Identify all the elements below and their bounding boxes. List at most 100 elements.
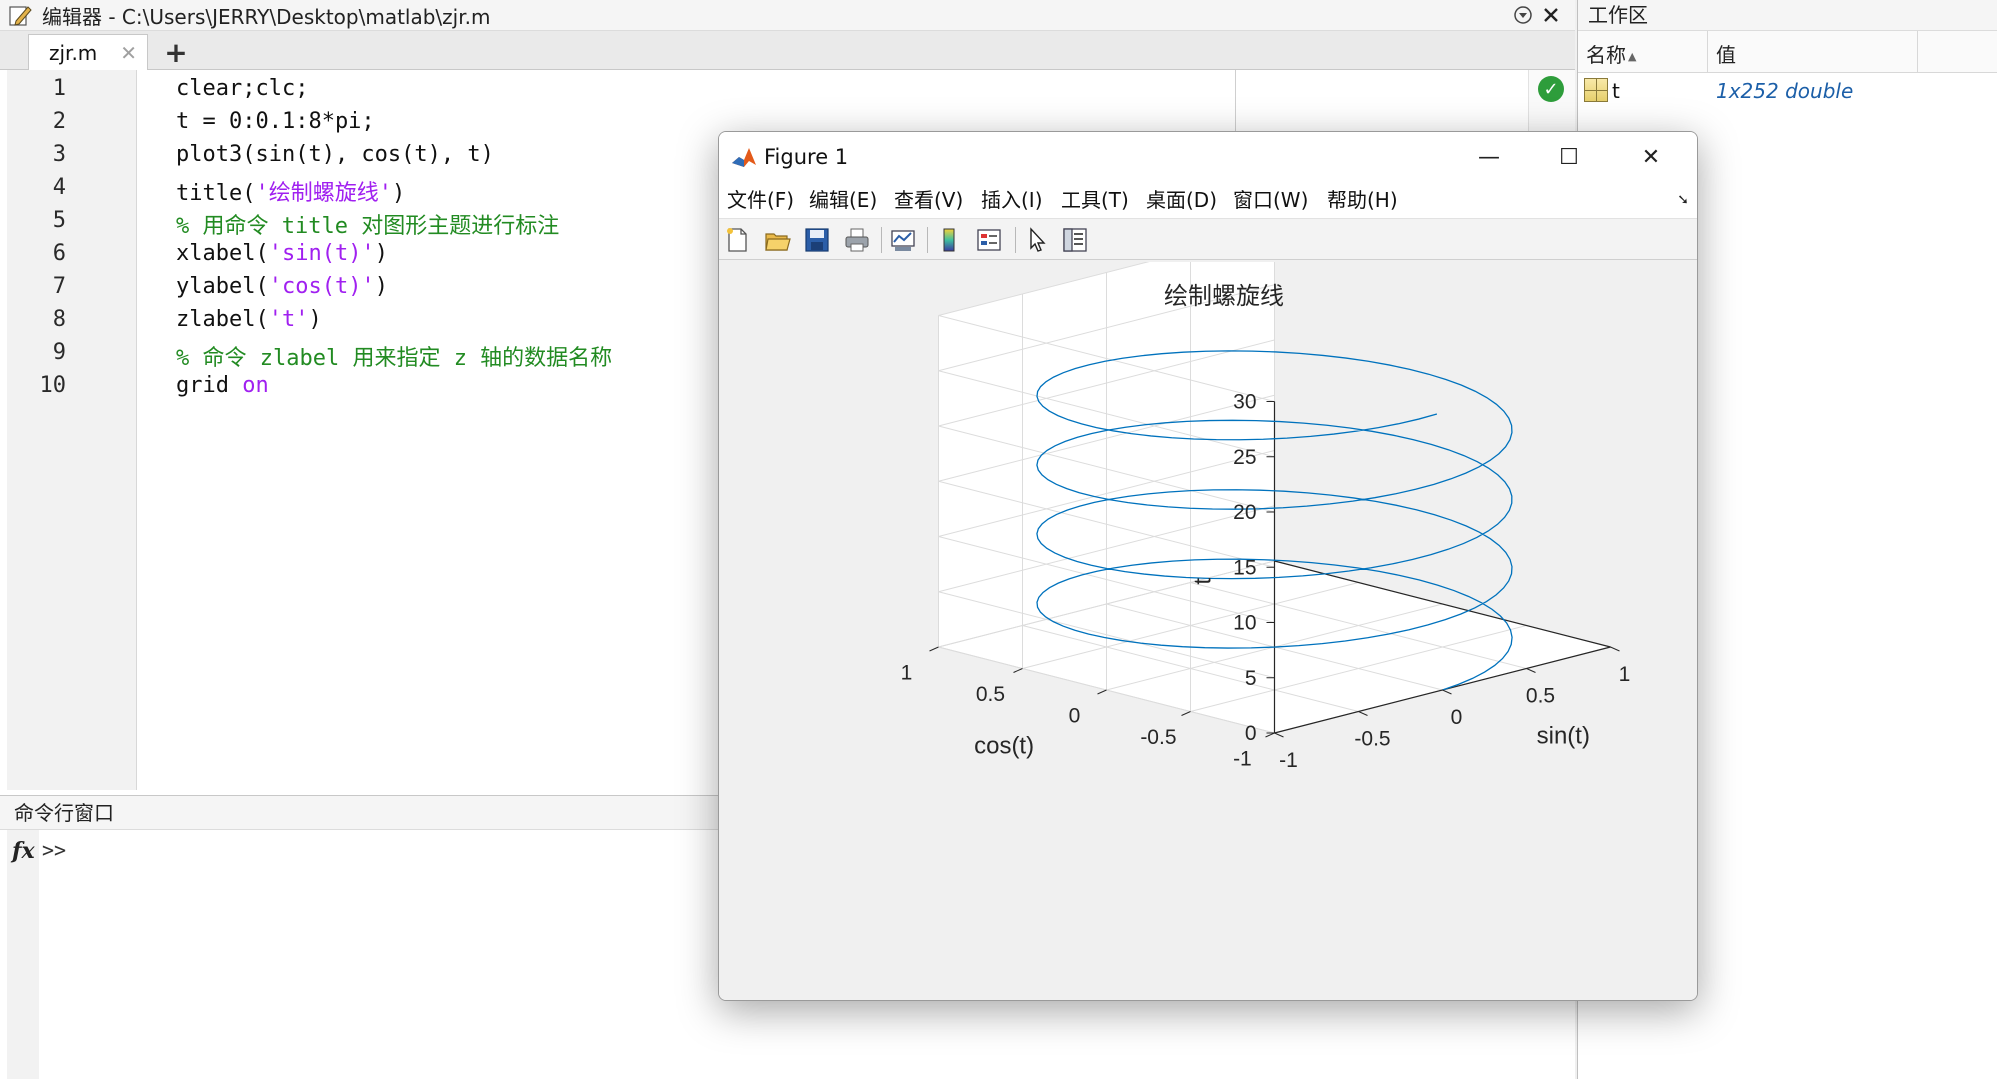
add-tab-button[interactable]: + (164, 35, 188, 69)
code-line[interactable]: plot3(sin(t), cos(t), t) (176, 142, 494, 167)
colorbar-icon[interactable] (935, 226, 963, 254)
menu-edit[interactable]: 编辑(E) (809, 188, 878, 212)
menu-window[interactable]: 窗口(W) (1233, 188, 1309, 212)
x-tick-label: -1 (1279, 749, 1298, 772)
line-number: 7 (52, 274, 66, 299)
editor-gutter (7, 70, 137, 790)
save-icon[interactable] (803, 226, 831, 254)
y-tick-mark (1097, 689, 1107, 695)
grid-line (938, 284, 1275, 372)
code-token: t = 0:0.1:8*pi; (176, 109, 375, 134)
code-line[interactable]: clear;clc; (176, 76, 308, 101)
edit-plot-arrow-icon[interactable] (1023, 226, 1051, 254)
code-line[interactable]: % 用命令 title 对图形主题进行标注 (176, 208, 559, 240)
fx-icon[interactable]: fx (12, 838, 35, 864)
figure-title: Figure 1 (764, 145, 849, 169)
tab-zjr-m[interactable]: zjr.m ✕ (28, 34, 148, 70)
y-tick-mark (1181, 711, 1191, 716)
command-gutter (7, 830, 39, 1079)
grid-line (938, 480, 1275, 568)
column-name-header[interactable]: 名称 ▲ (1578, 31, 1708, 73)
z-tick-label: 20 (1233, 501, 1256, 524)
editor-titlebar: 编辑器 - C:\Users\JERRY\Desktop\matlab\zjr.… (0, 0, 1575, 31)
workspace-variable-row[interactable]: t 1x252 double (1578, 76, 1997, 106)
menu-desktop[interactable]: 桌面(D) (1146, 188, 1218, 212)
sort-ascending-icon: ▲ (1628, 49, 1637, 63)
menu-view[interactable]: 查看(V) (894, 188, 964, 212)
panel-menu-icon[interactable] (1512, 4, 1534, 26)
tab-label: zjr.m (49, 40, 98, 65)
editor-pencil-icon (9, 6, 32, 26)
code-line[interactable]: t = 0:0.1:8*pi; (176, 109, 375, 134)
code-token: plot3(sin(t), cos(t), t) (176, 142, 494, 167)
y-tick-label: 0.5 (976, 683, 1005, 706)
editor-close-icon[interactable] (1540, 4, 1562, 26)
grid-line (938, 425, 1275, 513)
z-tick-label: 15 (1233, 556, 1256, 579)
grid-line (938, 262, 1150, 316)
y-tick-label: -0.5 (1140, 726, 1176, 749)
code-line[interactable]: xlabel('sin(t)') (176, 241, 388, 266)
code-line[interactable]: % 命令 zlabel 用来指定 z 轴的数据名称 (176, 340, 612, 372)
code-token: % 用命令 title 对图形主题进行标注 (176, 214, 560, 239)
x-tick-label: -0.5 (1354, 728, 1390, 751)
z-tick-label: 30 (1233, 391, 1256, 414)
menu-help[interactable]: 帮助(H) (1327, 188, 1398, 212)
grid-line (938, 536, 1275, 623)
x-tick-label: 0.5 (1526, 685, 1555, 708)
new-figure-icon[interactable] (723, 226, 751, 254)
y-axis-label: cos(t) (974, 733, 1034, 760)
menu-insert[interactable]: 插入(I) (981, 188, 1043, 212)
code-token: 'cos(t)' (268, 274, 375, 299)
tab-close-icon[interactable]: ✕ (120, 41, 137, 65)
line-number: 1 (52, 76, 66, 101)
dock-arrow-icon[interactable]: ➘ (1677, 192, 1689, 208)
figure-window: Figure 1 — ☐ ✕ 文件(F) 编辑(E) 查看(V) 插入(I) 工… (718, 131, 1698, 1001)
open-file-icon[interactable] (763, 226, 791, 254)
menu-file[interactable]: 文件(F) (727, 188, 795, 212)
link-plot-icon[interactable] (889, 226, 917, 254)
maximize-button[interactable]: ☐ (1559, 144, 1579, 170)
plot-title: 绘制螺旋线 (1164, 282, 1284, 310)
toolbar-separator (881, 227, 882, 253)
editor-tabbar: zjr.m ✕ + (0, 31, 1575, 70)
x-axis-label: sin(t) (1537, 723, 1590, 750)
code-token: grid (176, 373, 243, 398)
column-value-header[interactable]: 值 (1708, 31, 1918, 73)
print-icon[interactable] (843, 226, 871, 254)
line-number: 8 (52, 307, 66, 332)
code-line[interactable]: grid on (176, 373, 269, 398)
code-token: 't' (268, 307, 309, 332)
x-tick-label: 1 (1619, 663, 1631, 686)
figure-toolbar (719, 218, 1697, 260)
line-number: 5 (52, 208, 66, 233)
figure-menubar: 文件(F) 编辑(E) 查看(V) 插入(I) 工具(T) 桌面(D) 窗口(W… (719, 182, 1697, 218)
y-tick-label: 1 (901, 662, 913, 685)
command-prompt[interactable]: >> (42, 838, 67, 862)
line-number: 9 (52, 340, 66, 365)
column-value-label: 值 (1716, 43, 1736, 67)
figure-close-button[interactable]: ✕ (1641, 144, 1661, 170)
line-number: 6 (52, 241, 66, 266)
figure-titlebar: Figure 1 — ☐ ✕ (719, 132, 1697, 182)
code-line[interactable]: title('绘制螺旋线') (176, 175, 405, 207)
editor-title: 编辑器 - C:\Users\JERRY\Desktop\matlab\zjr.… (42, 4, 491, 29)
plot-area[interactable]: 0 5 10 15 20 25 30 -1 -0.5 0 0.5 1 -1 -0.5 0 0.5 1 sin(t)… (719, 262, 1698, 1001)
line-number: 10 (39, 373, 67, 398)
minimize-button[interactable]: — (1478, 144, 1500, 170)
legend-icon[interactable] (975, 226, 1003, 254)
menu-tools[interactable]: 工具(T) (1061, 188, 1129, 212)
helix-plot[interactable]: 0 5 10 15 20 25 30 -1 -0.5 0 0.5 1 -1 -0.5 0 0.5 1 sin(t)… (719, 262, 1698, 1001)
code-ok-check-icon[interactable]: ✓ (1538, 76, 1564, 102)
workspace-header: 名称 ▲ 值 (1578, 31, 1997, 73)
x-tick-mark (1610, 646, 1620, 652)
code-line[interactable]: zlabel('t') (176, 307, 322, 332)
y-axis-line (1274, 560, 1611, 648)
y-tick-mark (929, 646, 939, 652)
line-number: 4 (52, 175, 66, 200)
z-axis-label: t (1190, 578, 1217, 585)
code-line[interactable]: ylabel('cos(t)') (176, 274, 388, 299)
property-inspector-icon[interactable] (1061, 226, 1089, 254)
z-tick-label: 25 (1233, 446, 1256, 469)
